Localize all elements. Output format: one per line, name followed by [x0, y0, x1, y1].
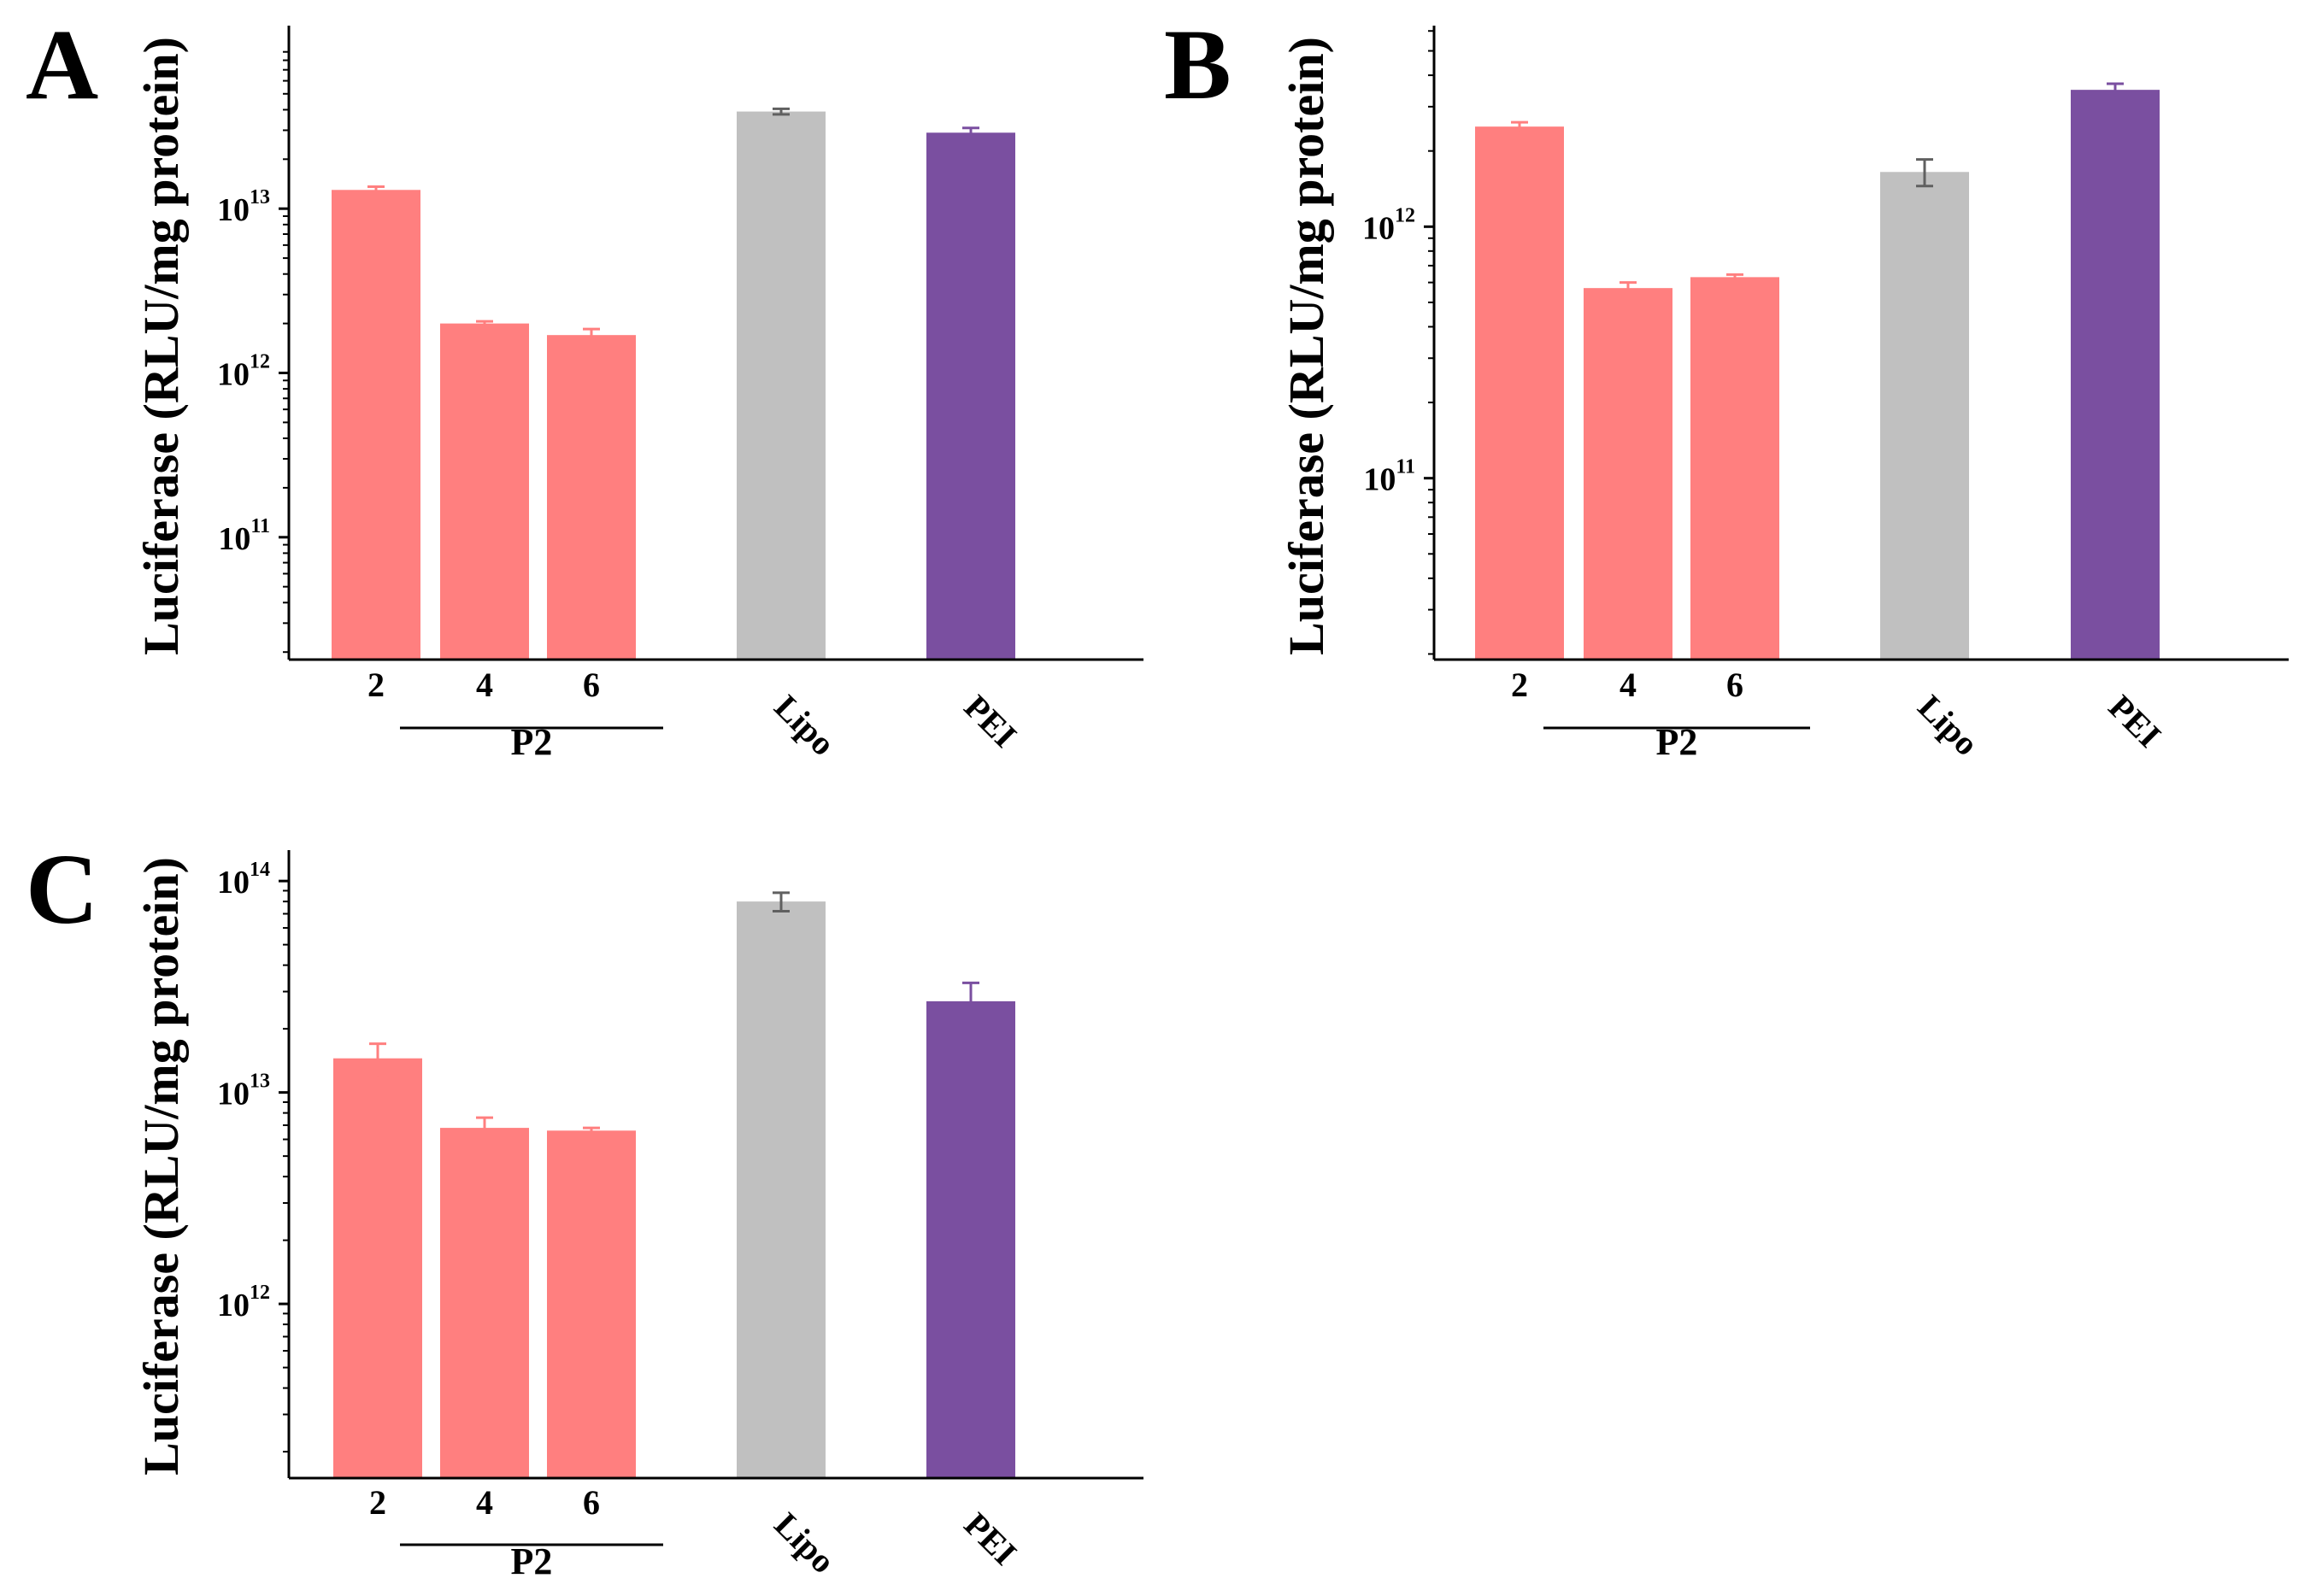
x-tick-label: 2 — [367, 666, 385, 704]
error-bar — [476, 320, 493, 326]
error-bar — [2107, 82, 2124, 97]
y-axis-label: Luciferase (RLU/mg protein) — [133, 37, 189, 655]
bar-p2-2 — [333, 1058, 422, 1478]
group-label: P2 — [511, 1540, 553, 1582]
x-tick-label: PEI — [957, 1505, 1025, 1573]
error-bar — [1620, 281, 1637, 295]
x-tick-label: PEI — [2102, 688, 2169, 755]
x-tick-label: 2 — [1511, 666, 1528, 704]
error-bar — [369, 1042, 386, 1077]
bar-p2-4 — [440, 323, 529, 660]
error-bar — [367, 185, 385, 194]
bar-p2-4 — [1584, 288, 1672, 660]
error-bar — [1726, 273, 1743, 280]
bar-pei — [926, 132, 1015, 660]
x-tick-label: 4 — [1620, 666, 1637, 704]
x-tick-label: 2 — [369, 1483, 386, 1522]
bar-p2-6 — [547, 335, 636, 660]
x-tick-label: Lipo — [1911, 688, 1986, 763]
bar-p2-6 — [1690, 277, 1779, 660]
x-tick-label: Lipo — [767, 1505, 843, 1581]
bar-lipo — [737, 901, 826, 1478]
x-tick-label: Lipo — [767, 688, 843, 763]
bar-p2-2 — [1475, 126, 1564, 660]
error-bar — [583, 327, 600, 342]
error-bar — [962, 126, 979, 138]
y-tick-label: 1011 — [218, 515, 270, 557]
x-tick-label: PEI — [957, 688, 1025, 755]
panel-letter: B — [1164, 9, 1232, 120]
y-tick-label: 1012 — [217, 1282, 270, 1323]
y-tick-label: 1013 — [217, 1071, 270, 1112]
y-tick-label: 1011 — [1363, 456, 1415, 498]
y-tick-label: 1012 — [217, 350, 270, 392]
x-tick-label: 6 — [583, 666, 600, 704]
bar-pei — [926, 1000, 1015, 1478]
bar-p2-4 — [440, 1128, 529, 1478]
error-bar — [1511, 120, 1528, 132]
group-label: P2 — [511, 721, 553, 763]
error-bar — [583, 1126, 600, 1134]
x-tick-label: 6 — [583, 1483, 600, 1522]
chart-panel-A: A Luciferase (RLU/mg protein) 1011 1012 1013… — [26, 9, 1143, 763]
bar-p2-2 — [332, 190, 420, 660]
y-axis-label: Luciferase (RLU/mg protein) — [1279, 37, 1334, 655]
bar-p2-6 — [547, 1130, 636, 1478]
group-label: P2 — [1656, 721, 1698, 763]
chart-panel-B: B Luciferase (RLU/mg protein) 1011 1012 2 4 6 L… — [1164, 9, 2289, 763]
panel-letter: C — [26, 833, 98, 945]
panel-letter: A — [26, 9, 98, 120]
error-bar — [962, 981, 979, 1024]
y-tick-label: 1014 — [217, 859, 270, 901]
y-axis-label: Luciferase (RLU/mg protein) — [133, 857, 189, 1476]
x-tick-label: 4 — [476, 666, 493, 704]
bar-lipo — [737, 111, 826, 660]
y-tick-label: 1013 — [217, 186, 270, 228]
x-tick-label: 4 — [476, 1483, 493, 1522]
error-bar — [476, 1116, 493, 1140]
error-bar — [773, 891, 790, 912]
bar-pei — [2071, 90, 2160, 660]
bar-lipo — [1880, 172, 1969, 660]
x-tick-label: 6 — [1726, 666, 1743, 704]
error-bar — [773, 107, 790, 116]
y-tick-label: 1012 — [1362, 204, 1415, 246]
chart-panel-C: C Luciferase (RLU/mg protein) 1012 1013 1014… — [26, 833, 1143, 1582]
error-bar — [1916, 158, 1933, 188]
